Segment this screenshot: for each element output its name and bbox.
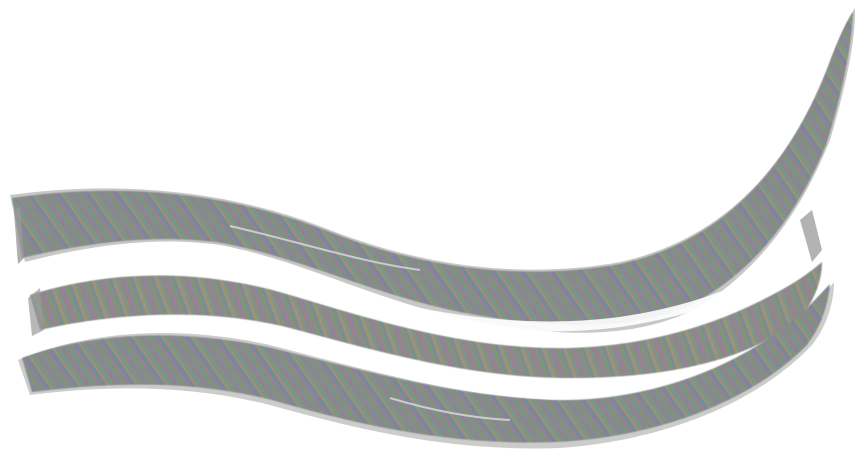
upper-ribbon xyxy=(12,12,853,325)
lower-ribbon-highlight xyxy=(389,397,511,421)
middle-ribbon xyxy=(30,262,822,378)
gap-highlight xyxy=(59,250,803,332)
lower-ribbon xyxy=(22,284,830,443)
left-edge-slab xyxy=(14,206,24,264)
upper-ribbon-highlight xyxy=(229,225,421,271)
left-edge-slab xyxy=(28,288,44,336)
right-edge-slab xyxy=(800,210,822,262)
